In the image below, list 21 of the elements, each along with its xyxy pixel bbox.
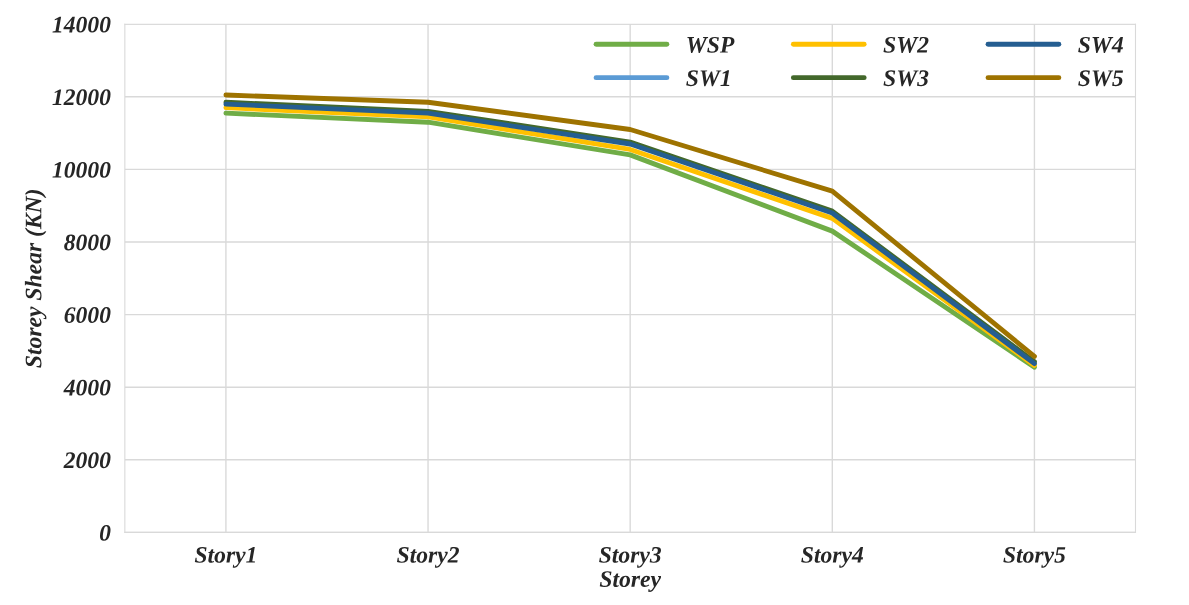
legend-label: SW4 bbox=[1078, 36, 1123, 53]
x-tick-label: Story3 bbox=[599, 546, 662, 568]
legend-label: SW5 bbox=[1078, 70, 1124, 87]
y-tick-label: 14000 bbox=[52, 16, 111, 33]
legend-label: SW1 bbox=[686, 70, 730, 87]
legend-label: WSP bbox=[687, 36, 735, 53]
y-tick-label: 2000 bbox=[63, 452, 111, 469]
x-tick-label: Story5 bbox=[1003, 546, 1066, 568]
y-tick-label: 8000 bbox=[64, 234, 111, 251]
x-tick-label: Story1 bbox=[194, 546, 256, 568]
legend-label: SW3 bbox=[883, 70, 929, 87]
y-tick-label: 12000 bbox=[52, 89, 111, 106]
y-tick-label: 10000 bbox=[52, 161, 111, 178]
y-tick-label: 4000 bbox=[63, 379, 111, 396]
x-tick-label: Story4 bbox=[801, 546, 864, 568]
y-axis-title: Storey Shear (KN) bbox=[24, 189, 47, 368]
x-tick-label: Story2 bbox=[396, 546, 459, 568]
y-tick-label: 6000 bbox=[64, 307, 111, 324]
legend-label: SW2 bbox=[883, 36, 929, 53]
y-tick-label: 0 bbox=[99, 524, 111, 541]
x-axis-title: Storey bbox=[599, 571, 662, 592]
